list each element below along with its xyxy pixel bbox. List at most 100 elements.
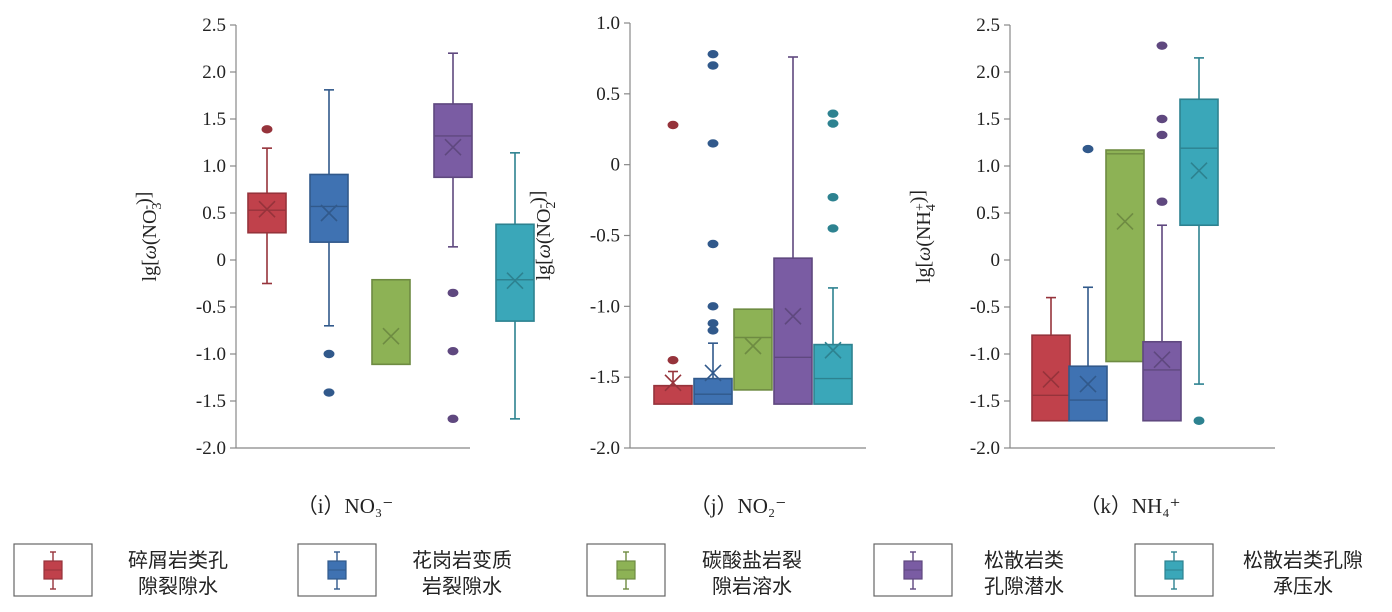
y-tick-label: -0.5 [970, 297, 1000, 318]
y-tick-label: 1.0 [202, 156, 226, 177]
legend-frame [873, 543, 953, 597]
y-axis-label: lg[ω(NO3-)] [133, 192, 165, 282]
y-tick-label: -1.5 [196, 391, 226, 412]
outlier-point [1193, 416, 1205, 425]
outlier-point [707, 302, 719, 311]
y-axis-label-part: 2 [544, 202, 559, 209]
outlier-point [1156, 41, 1168, 50]
legend-label-line1: 碳酸盐岩裂 [702, 549, 802, 572]
outlier-point [707, 326, 719, 335]
y-tick-label: -0.5 [590, 226, 620, 247]
box-body [247, 192, 287, 234]
box-c1 [247, 125, 287, 285]
chart-panel-3: 2.5 2.0 1.5 1.0 0.5 0 -0.5 -1.0 -1.5 -2.0 lg[ω(NH4… [907, 15, 1275, 518]
box-c1 [1031, 296, 1071, 422]
y-tick-label: 2.0 [202, 62, 226, 83]
box-body [813, 343, 853, 405]
y-tick-label: -1.0 [590, 296, 620, 317]
mean-marker [784, 307, 802, 325]
outlier-point [1156, 130, 1168, 140]
y-axis-label-part: ω [913, 247, 935, 261]
panel-caption: （j）NO₂⁻ [690, 494, 787, 518]
y-axis-label-part: (NO [533, 209, 555, 245]
y-axis-label: lg[ω(NH4+)] [907, 190, 939, 283]
legend-label-line1: 花岗岩变质 [412, 549, 512, 572]
box-body [693, 377, 733, 405]
chart-panels: 2.52.01.51.00.50-0.5-1.0-1.5-2.0lg[ω(NO3… [133, 13, 1275, 518]
mean-marker [824, 341, 842, 359]
y-axis-label-part: lg[ [913, 261, 935, 283]
y-tick-label: -2.0 [196, 438, 226, 459]
y-axis-label-part: 3 [150, 203, 165, 210]
legend-frame [13, 543, 93, 597]
outlier-point [827, 224, 839, 233]
outlier-point [827, 119, 839, 128]
outlier-point [707, 139, 719, 148]
y-tick-label: 0.5 [976, 203, 1000, 224]
outlier-point [827, 193, 839, 202]
box-body [495, 223, 535, 322]
y-axis-label-part: ω [139, 245, 161, 259]
y-axis-label-part: lg[ [139, 259, 161, 281]
chart-panel-1: 2.5 2.0 1.5 1.0 0.5 0 -0.5 -1.0 -1.5 -2.0 lg[ω(NO3… [133, 15, 535, 518]
box-body [733, 308, 773, 391]
legend-label-line1: 松散岩类孔隙 [1243, 549, 1363, 572]
outlier-point [1156, 114, 1168, 124]
mean-marker [704, 364, 722, 382]
legend-label-line1: 松散岩类 [984, 549, 1064, 572]
y-tick-label: -1.5 [590, 367, 620, 388]
y-tick-label: 0 [991, 250, 1001, 271]
outlier-point [447, 346, 459, 356]
outlier-point [323, 349, 335, 359]
outlier-point [447, 414, 459, 424]
y-axis-label-part: lg[ [533, 258, 555, 280]
box-c4 [773, 56, 813, 405]
y-axis-label-part: - [533, 204, 548, 209]
box-c2 [693, 49, 733, 405]
box-c2 [309, 89, 349, 397]
y-axis-label-part: )] [907, 190, 929, 203]
legend-frame [297, 543, 377, 597]
box-c3 [371, 278, 411, 366]
mean-marker [744, 337, 762, 355]
legend-label-line2: 岩裂隙水 [422, 575, 502, 598]
box-c3 [733, 308, 773, 391]
outlier-point [261, 125, 273, 134]
y-axis-label-part: (NO [139, 210, 161, 246]
legend: 碎屑岩类孔隙裂隙水花岗岩变质岩裂隙水碳酸盐岩裂隙岩溶水松散岩类孔隙潜水松散岩类孔… [13, 543, 1363, 598]
outlier-point [1156, 197, 1168, 206]
y-tick-label: 2.5 [976, 15, 1000, 36]
mean-marker [320, 204, 338, 222]
box-body [773, 257, 813, 405]
legend-label-line2: 承压水 [1273, 575, 1333, 598]
outlier-point [1082, 144, 1094, 154]
outlier-point [707, 49, 719, 59]
mean-marker [1116, 212, 1134, 231]
mean-marker [258, 200, 276, 218]
mean-marker [1153, 351, 1171, 369]
y-axis-label-part: ω [533, 244, 555, 258]
y-tick-label: 1.5 [976, 109, 1000, 130]
outlier-point [707, 239, 719, 249]
panel-caption: （k）NH₄⁺ [1079, 494, 1180, 518]
legend-label-line2: 隙裂隙水 [138, 575, 218, 598]
legend-frame [586, 543, 666, 597]
box-body [309, 173, 349, 243]
y-tick-label: 0 [217, 250, 227, 271]
y-tick-label: 2.0 [976, 62, 1000, 83]
y-axis-label-part: + [913, 203, 928, 211]
outlier-point [447, 288, 459, 298]
box-body [653, 384, 693, 405]
box-body [371, 278, 411, 366]
y-axis-label-part: )] [527, 191, 549, 204]
y-tick-label: -1.5 [970, 391, 1000, 412]
mean-marker [506, 272, 524, 290]
mean-marker [444, 138, 462, 156]
y-axis-label-part: - [139, 205, 154, 210]
y-tick-label: 0 [611, 155, 621, 176]
y-axis-label-part: )] [133, 192, 155, 205]
box-body [1105, 149, 1145, 363]
